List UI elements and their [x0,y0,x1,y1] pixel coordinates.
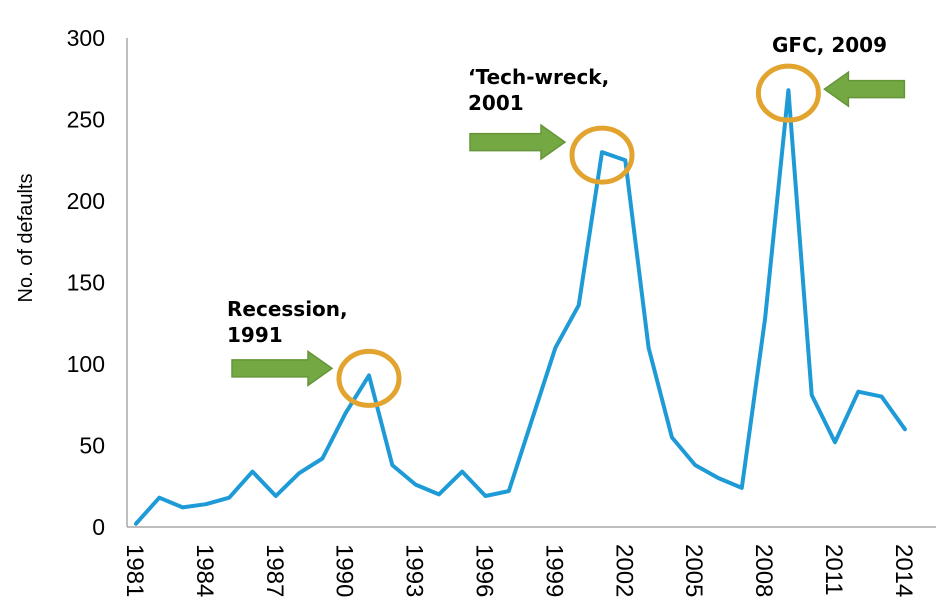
y-axis-title: No. of defaults [15,173,37,303]
arrow-right-icon [469,123,567,161]
annotation-tech-wreck-2001: ‘Tech-wreck, 2001 [468,64,609,116]
annotation-line: Recession, [227,297,348,321]
highlight-circle-2009 [755,63,821,123]
highlight-circle-2001 [569,125,635,185]
annotation-line: ‘Tech-wreck, [468,65,610,89]
x-tick-label: 1996 [471,544,498,597]
x-tick-label: 2002 [610,544,637,597]
y-tick-label: 50 [79,433,105,459]
arrow-left-icon [823,70,906,108]
defaults-series-line [134,88,907,526]
y-tick-label: 100 [67,351,105,377]
x-tick-label: 2011 [820,544,847,596]
x-tick-label: 1993 [401,544,428,597]
x-tick-label: 1987 [261,544,288,597]
x-tick-label: 2008 [750,544,777,597]
x-tick-label: 1984 [191,544,218,597]
y-tick-label: 0 [92,514,105,540]
annotation-line: 2001 [468,91,524,115]
x-tick-label: 1990 [331,544,358,597]
x-tick-label: 2014 [890,544,917,597]
x-tick-label: 2005 [680,544,707,597]
highlight-circle-1991 [336,348,402,408]
annotation-recession-1991: Recession, 1991 [227,296,348,348]
annotation-line: GFC, 2009 [772,33,887,57]
annotation-line: 1991 [227,323,283,347]
y-tick-label: 250 [67,107,105,133]
y-tick-label: 150 [67,270,105,296]
x-tick-label: 1999 [540,544,567,597]
annotation-gfc-2009: GFC, 2009 [772,32,887,58]
arrow-right-icon [231,349,334,387]
y-tick-label: 200 [67,188,105,214]
y-tick-label: 300 [67,25,105,51]
x-tick-label: 1981 [121,544,148,597]
